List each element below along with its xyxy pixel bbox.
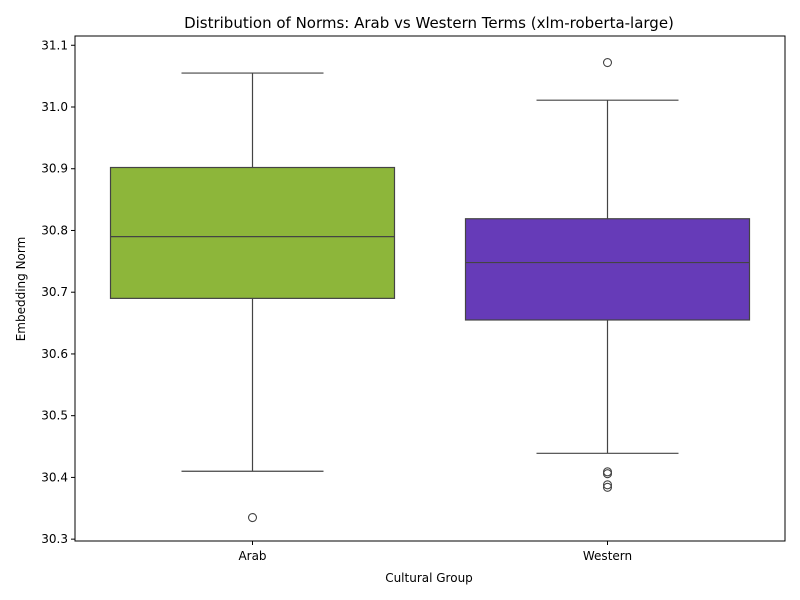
plot-area: 30.3 30.4 30.5 30.6 30.7 30.8 30.9 31.0 31.1 Arab… bbox=[41, 35, 786, 563]
x-tick-label: Arab bbox=[238, 549, 266, 563]
y-tick-label: 30.4 bbox=[41, 470, 68, 484]
arab-box bbox=[109, 166, 396, 299]
western-outlier-point bbox=[602, 469, 613, 479]
western-box bbox=[464, 218, 751, 321]
western-outlier-point bbox=[602, 480, 613, 490]
plot-frame bbox=[74, 35, 786, 542]
y-tick-label: 31.0 bbox=[41, 100, 68, 114]
y-tick-label: 30.9 bbox=[41, 162, 68, 176]
western-outlier-point bbox=[602, 57, 613, 68]
y-tick-label: 30.7 bbox=[41, 285, 68, 299]
western-outlier-point bbox=[602, 482, 613, 492]
y-tick-label: 30.5 bbox=[41, 409, 68, 423]
arab-outlier-point bbox=[247, 512, 258, 523]
y-axis-label: Embedding Norm bbox=[14, 237, 28, 342]
x-tick-label: Western bbox=[583, 549, 632, 563]
y-tick-label: 30.8 bbox=[41, 223, 68, 237]
x-axis-label: Cultural Group bbox=[385, 571, 473, 585]
chart-title: Distribution of Norms: Arab vs Western T… bbox=[184, 14, 674, 32]
y-tick-label: 30.3 bbox=[41, 532, 68, 546]
y-tick-label: 30.6 bbox=[41, 347, 68, 361]
western-outlier-point bbox=[602, 467, 613, 477]
y-tick-label: 31.1 bbox=[41, 38, 68, 52]
